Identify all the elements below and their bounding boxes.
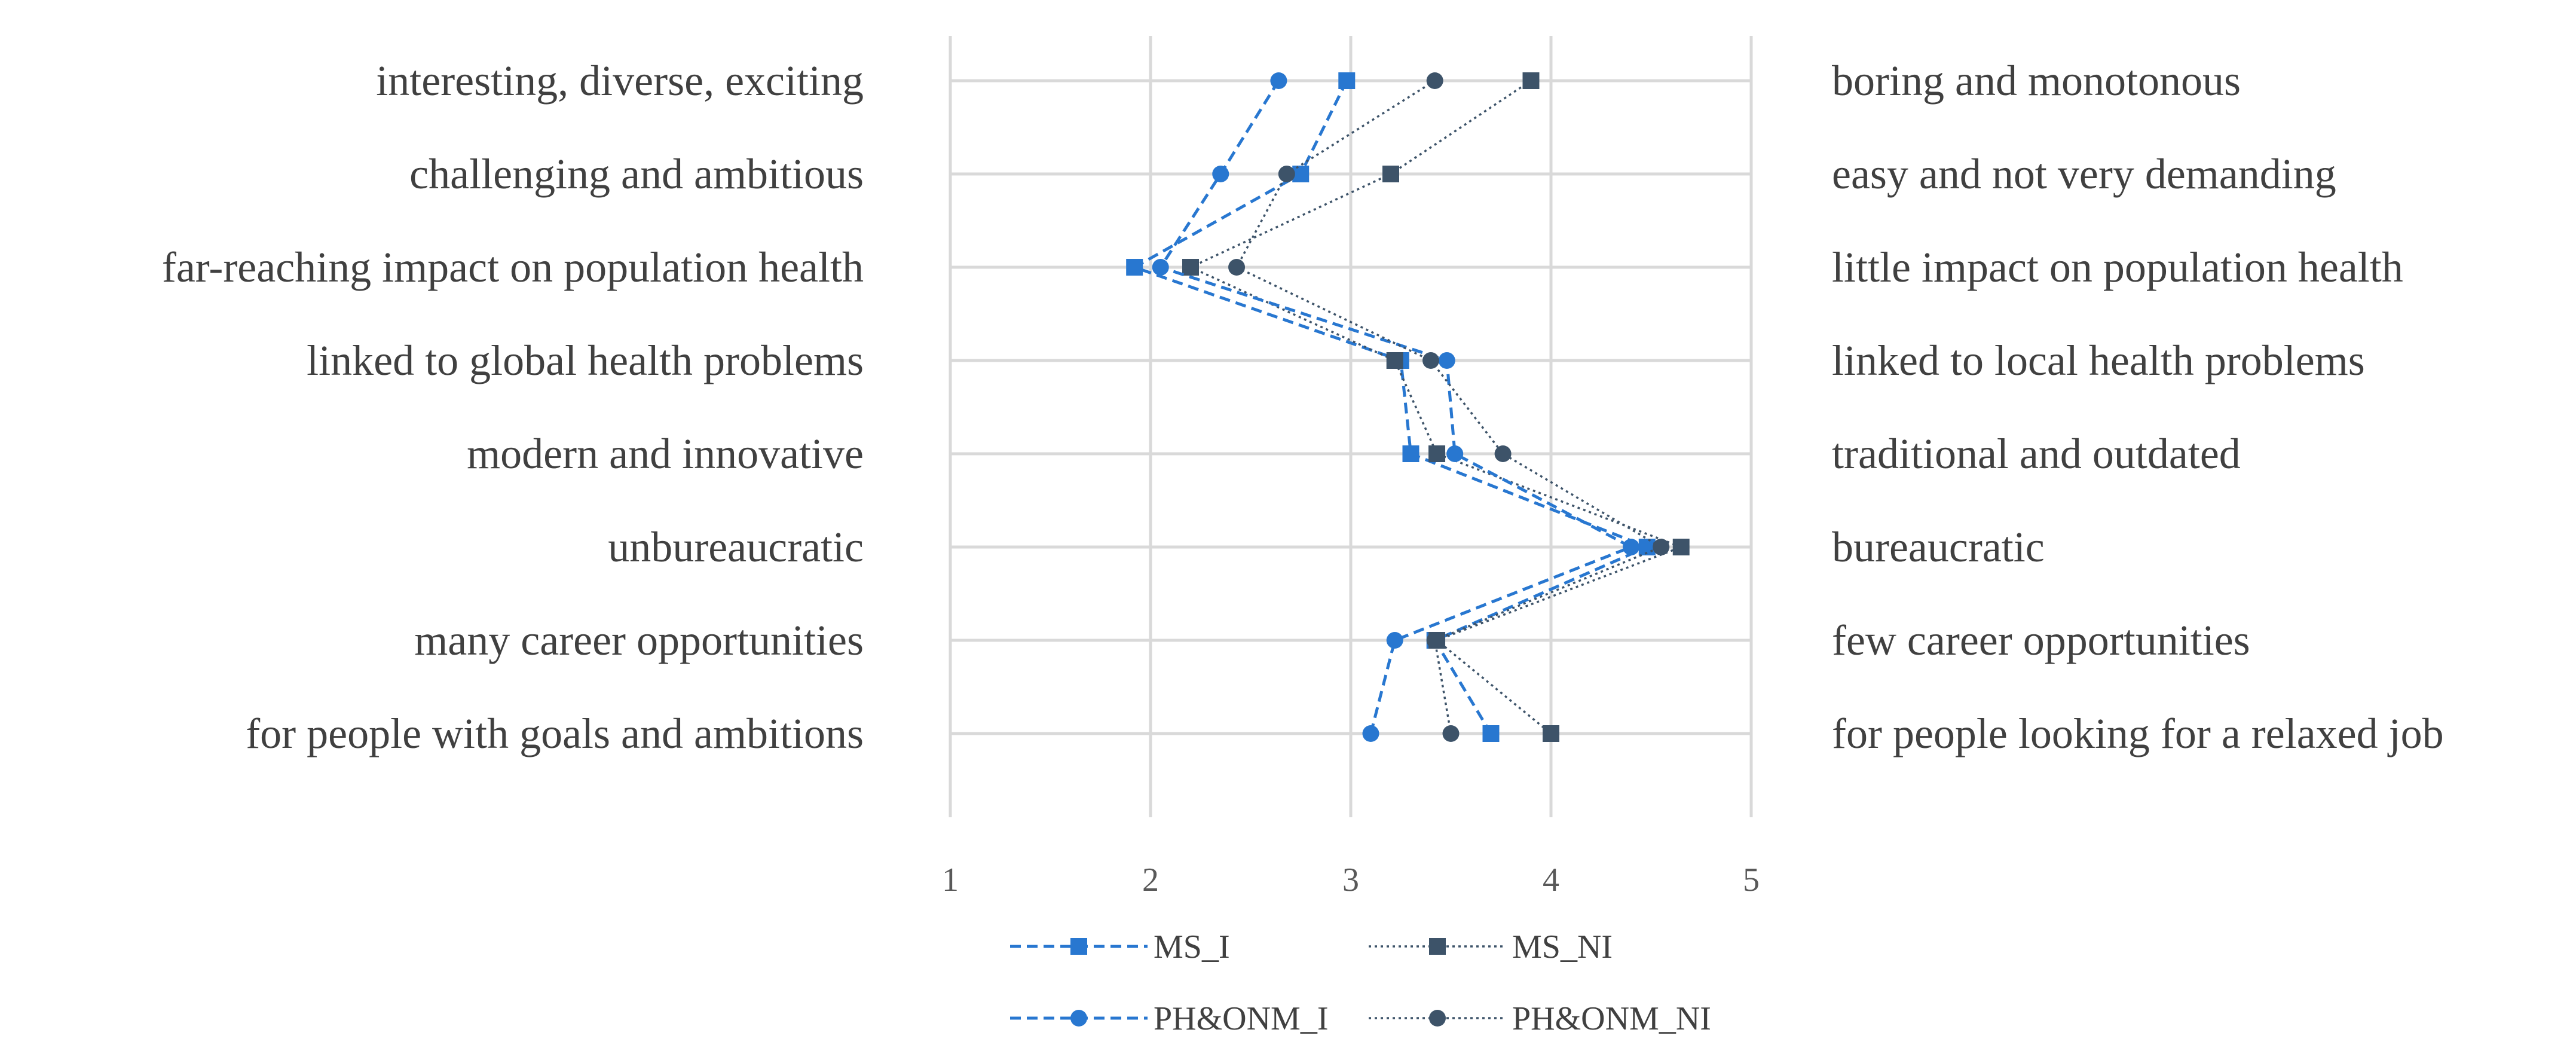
data-point — [1623, 539, 1639, 555]
data-point — [1422, 352, 1439, 369]
series-line — [1235, 80, 1664, 734]
right-label: easy and not very demanding — [1832, 150, 2336, 198]
series-line — [1188, 80, 1684, 735]
legend-label: MS_NI — [1512, 928, 1613, 966]
data-point — [1438, 352, 1455, 369]
series-ms-ni — [1182, 72, 1690, 742]
right-label: traditional and outdated — [1832, 430, 2241, 478]
left-label: linked to global health problems — [307, 337, 864, 384]
data-point — [1522, 72, 1540, 89]
left-label: unbureaucratic — [608, 523, 864, 571]
data-point — [1482, 725, 1500, 742]
right-label: bureaucratic — [1832, 523, 2045, 571]
left-label: for people with goals and ambitions — [246, 710, 864, 757]
legend-item: MS_NI — [1369, 928, 1613, 966]
x-tick-label: 5 — [1743, 862, 1760, 899]
data-point — [1402, 445, 1419, 462]
x-tick-label: 3 — [1342, 862, 1359, 899]
right-label: few career opportunities — [1832, 616, 2250, 664]
data-point — [1338, 72, 1356, 89]
x-tick-label: 4 — [1543, 862, 1559, 899]
left-label: modern and innovative — [467, 430, 864, 478]
legend-marker — [1429, 1010, 1446, 1027]
legend-marker — [1070, 1010, 1087, 1027]
data-point — [1270, 72, 1287, 89]
data-point — [1442, 725, 1460, 742]
series-line — [1131, 80, 1651, 735]
legend-label: PH&ONM_NI — [1512, 1000, 1711, 1037]
data-point — [1494, 445, 1512, 462]
left-label: interesting, diverse, exciting — [376, 57, 864, 105]
left-label: many career opportunities — [414, 616, 864, 664]
series-phandonm-i — [1152, 72, 1639, 742]
series-phandonm-ni — [1228, 72, 1670, 742]
right-label: boring and monotonous — [1832, 57, 2241, 105]
data-point — [1446, 445, 1464, 462]
data-point — [1543, 725, 1559, 742]
data-point — [1672, 539, 1690, 555]
legend-item: MS_I — [1010, 928, 1230, 966]
x-tick-label: 1 — [942, 862, 959, 899]
legend-item: PH&ONM_NI — [1369, 1000, 1711, 1037]
legend-item: PH&ONM_I — [1010, 1000, 1328, 1037]
legend-label: PH&ONM_I — [1154, 1000, 1328, 1037]
data-point — [1426, 632, 1443, 649]
right-label: for people looking for a relaxed job — [1832, 710, 2444, 757]
legend-marker — [1070, 938, 1087, 955]
data-point — [1212, 166, 1229, 182]
legend-marker — [1429, 938, 1446, 955]
data-point — [1126, 259, 1143, 276]
data-point — [1292, 166, 1310, 182]
legend-label: MS_I — [1154, 928, 1230, 966]
data-point — [1386, 352, 1403, 369]
right-label: linked to local health problems — [1832, 337, 2365, 384]
left-label: challenging and ambitious — [409, 150, 864, 198]
data-point — [1228, 259, 1246, 276]
data-point — [1152, 259, 1169, 276]
left-label: far-reaching impact on population health — [162, 243, 864, 291]
data-point — [1182, 259, 1199, 276]
data-point — [1653, 539, 1670, 555]
data-point — [1278, 166, 1295, 182]
right-label: little impact on population health — [1832, 243, 2403, 291]
data-point — [1362, 725, 1379, 742]
series-line — [1158, 80, 1635, 734]
data-point — [1382, 166, 1399, 182]
data-point — [1426, 72, 1443, 89]
data-point — [1386, 632, 1403, 649]
data-point — [1428, 445, 1446, 462]
x-tick-label: 2 — [1142, 862, 1159, 899]
